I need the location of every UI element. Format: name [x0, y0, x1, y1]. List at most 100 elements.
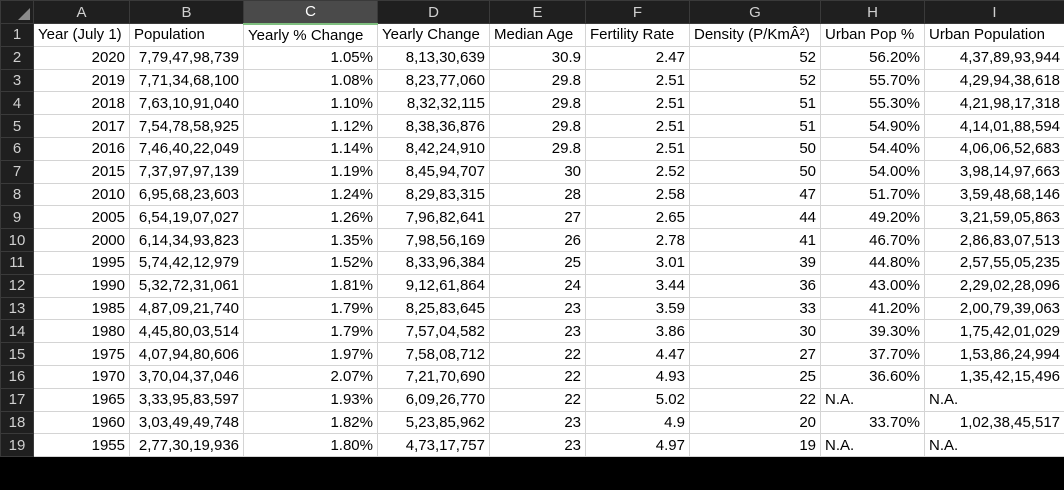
- data-cell[interactable]: 2016: [33, 136, 130, 161]
- data-cell[interactable]: 1.81%: [243, 273, 378, 298]
- row-number[interactable]: 17: [0, 387, 34, 412]
- data-cell[interactable]: 2.51: [585, 114, 690, 138]
- data-cell[interactable]: N.A.: [924, 433, 1064, 458]
- data-cell[interactable]: 2,77,30,19,936: [129, 433, 244, 458]
- data-cell[interactable]: 22: [489, 387, 586, 412]
- data-cell[interactable]: 7,57,04,582: [377, 319, 490, 344]
- row-number[interactable]: 18: [0, 410, 34, 435]
- data-cell[interactable]: 26: [489, 228, 586, 252]
- data-cell[interactable]: N.A.: [820, 433, 925, 458]
- data-cell[interactable]: 2,57,55,05,235: [924, 250, 1064, 275]
- data-cell[interactable]: 4.93: [585, 364, 690, 389]
- data-cell[interactable]: 2019: [33, 68, 130, 93]
- data-cell[interactable]: 6,14,34,93,823: [129, 228, 244, 252]
- data-cell[interactable]: 1.26%: [243, 205, 378, 230]
- data-cell[interactable]: 23: [489, 319, 586, 344]
- data-cell[interactable]: 1.12%: [243, 114, 378, 138]
- data-cell[interactable]: 47: [689, 182, 821, 207]
- data-cell[interactable]: 23: [489, 410, 586, 435]
- data-cell[interactable]: 29.8: [489, 91, 586, 116]
- data-cell[interactable]: 3,59,48,68,146: [924, 182, 1064, 207]
- data-cell[interactable]: 7,98,56,169: [377, 228, 490, 252]
- data-cell[interactable]: 1.10%: [243, 91, 378, 116]
- data-cell[interactable]: 29.8: [489, 114, 586, 138]
- data-cell[interactable]: 7,63,10,91,040: [129, 91, 244, 116]
- data-cell[interactable]: 37.70%: [820, 342, 925, 366]
- data-cell[interactable]: 44: [689, 205, 821, 230]
- data-cell[interactable]: 3.86: [585, 319, 690, 344]
- row-number[interactable]: 15: [0, 342, 34, 366]
- data-cell[interactable]: 2005: [33, 205, 130, 230]
- data-cell[interactable]: 3.01: [585, 250, 690, 275]
- data-cell[interactable]: 3,03,49,49,748: [129, 410, 244, 435]
- data-cell[interactable]: 2.51: [585, 68, 690, 93]
- data-cell[interactable]: 43.00%: [820, 273, 925, 298]
- data-cell[interactable]: 22: [689, 387, 821, 412]
- select-all-corner[interactable]: [0, 0, 34, 24]
- data-cell[interactable]: 2.52: [585, 159, 690, 184]
- data-cell[interactable]: 2.51: [585, 91, 690, 116]
- data-cell[interactable]: 5,32,72,31,061: [129, 273, 244, 298]
- data-cell[interactable]: 30: [689, 319, 821, 344]
- row-number[interactable]: 10: [0, 228, 34, 252]
- data-cell[interactable]: 29.8: [489, 68, 586, 93]
- data-cell[interactable]: 8,29,83,315: [377, 182, 490, 207]
- data-cell[interactable]: 51: [689, 91, 821, 116]
- data-cell[interactable]: 4,29,94,38,618: [924, 68, 1064, 93]
- data-cell[interactable]: 1.14%: [243, 136, 378, 161]
- data-cell[interactable]: 54.90%: [820, 114, 925, 138]
- header-cell[interactable]: Yearly % Change: [243, 23, 378, 47]
- data-cell[interactable]: 1990: [33, 273, 130, 298]
- data-cell[interactable]: 33.70%: [820, 410, 925, 435]
- column-header-b[interactable]: B: [129, 0, 244, 24]
- header-cell[interactable]: Median Age: [489, 23, 586, 47]
- column-header-e[interactable]: E: [489, 0, 586, 24]
- data-cell[interactable]: 2000: [33, 228, 130, 252]
- data-cell[interactable]: 7,46,40,22,049: [129, 136, 244, 161]
- data-cell[interactable]: 8,45,94,707: [377, 159, 490, 184]
- data-cell[interactable]: 7,21,70,690: [377, 364, 490, 389]
- data-cell[interactable]: 1,53,86,24,994: [924, 342, 1064, 366]
- row-number[interactable]: 3: [0, 68, 34, 93]
- data-cell[interactable]: 7,54,78,58,925: [129, 114, 244, 138]
- row-number[interactable]: 9: [0, 205, 34, 230]
- data-cell[interactable]: 2015: [33, 159, 130, 184]
- data-cell[interactable]: 6,09,26,770: [377, 387, 490, 412]
- header-cell[interactable]: Year (July 1): [33, 23, 130, 47]
- data-cell[interactable]: 50: [689, 159, 821, 184]
- data-cell[interactable]: 1.79%: [243, 296, 378, 321]
- data-cell[interactable]: 4,45,80,03,514: [129, 319, 244, 344]
- row-number[interactable]: 5: [0, 114, 34, 138]
- data-cell[interactable]: 1.05%: [243, 45, 378, 70]
- header-cell[interactable]: Fertility Rate: [585, 23, 690, 47]
- column-header-i[interactable]: I: [924, 0, 1064, 24]
- data-cell[interactable]: 1970: [33, 364, 130, 389]
- data-cell[interactable]: 22: [489, 342, 586, 366]
- data-cell[interactable]: 44.80%: [820, 250, 925, 275]
- data-cell[interactable]: 1.97%: [243, 342, 378, 366]
- data-cell[interactable]: 4.97: [585, 433, 690, 458]
- data-cell[interactable]: 5.02: [585, 387, 690, 412]
- data-cell[interactable]: 36.60%: [820, 364, 925, 389]
- data-cell[interactable]: 9,12,61,864: [377, 273, 490, 298]
- data-cell[interactable]: 30.9: [489, 45, 586, 70]
- data-cell[interactable]: 2010: [33, 182, 130, 207]
- data-cell[interactable]: 7,79,47,98,739: [129, 45, 244, 70]
- data-cell[interactable]: 49.20%: [820, 205, 925, 230]
- data-cell[interactable]: 2.51: [585, 136, 690, 161]
- row-number[interactable]: 8: [0, 182, 34, 207]
- data-cell[interactable]: 4.9: [585, 410, 690, 435]
- data-cell[interactable]: 3,98,14,97,663: [924, 159, 1064, 184]
- data-cell[interactable]: 51.70%: [820, 182, 925, 207]
- data-cell[interactable]: 3.44: [585, 273, 690, 298]
- data-cell[interactable]: 2.58: [585, 182, 690, 207]
- data-cell[interactable]: 4,87,09,21,740: [129, 296, 244, 321]
- data-cell[interactable]: 2,86,83,07,513: [924, 228, 1064, 252]
- data-cell[interactable]: 8,23,77,060: [377, 68, 490, 93]
- column-header-g[interactable]: G: [689, 0, 821, 24]
- data-cell[interactable]: 23: [489, 433, 586, 458]
- data-cell[interactable]: 1.19%: [243, 159, 378, 184]
- data-cell[interactable]: 1,35,42,15,496: [924, 364, 1064, 389]
- data-cell[interactable]: 1975: [33, 342, 130, 366]
- data-cell[interactable]: 1955: [33, 433, 130, 458]
